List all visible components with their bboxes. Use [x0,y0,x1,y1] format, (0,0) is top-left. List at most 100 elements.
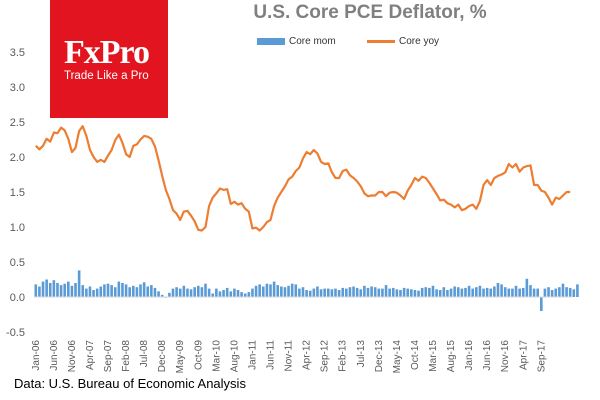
y-tick-label: -0.5 [6,327,25,339]
core-mom-bar [240,292,243,297]
core-mom-bar [395,289,399,297]
x-tick-label: Feb-13 [338,340,349,372]
core-mom-bar [511,288,514,297]
core-mom-bar [67,281,70,297]
core-mom-bar [568,287,572,297]
core-mom-bar [449,288,453,297]
x-tick-label: Jan-11 [247,340,258,370]
core-mom-bar [399,290,402,297]
core-mom-bar [45,279,48,297]
y-tick-label: 0.0 [10,292,25,304]
core-mom-bar [305,290,308,297]
core-mom-bar [189,289,193,297]
core-mom-bar [294,284,298,297]
core-mom-bar [243,293,247,297]
core-mom-bar [124,284,128,297]
core-mom-bar [312,288,316,297]
core-mom-bar [233,288,236,297]
core-mom-bar [377,288,381,297]
core-mom-bar [529,285,532,297]
core-mom-bar [475,287,478,297]
core-mom-bar [370,286,373,297]
core-mom-bar [139,284,142,297]
core-mom-bar [500,284,503,297]
core-mom-bar [521,287,525,297]
core-mom-bar [525,278,529,297]
x-tick-label: Jul-08 [139,340,150,368]
core-mom-bar [388,288,391,297]
y-tick-label: 2.0 [10,152,25,164]
core-mom-bars [34,270,579,311]
core-mom-bar [543,288,547,297]
core-mom-bar [334,288,337,297]
core-mom-bar [276,285,280,297]
core-mom-bar [464,287,467,297]
core-mom-bar [485,287,489,297]
x-tick-label: Mar-10 [211,340,222,372]
core-mom-bar [168,292,171,297]
core-mom-bar [348,287,352,297]
core-mom-bar [113,287,117,297]
core-mom-bar [518,288,521,297]
core-mom-bar [514,285,518,297]
core-mom-bar [290,283,294,297]
core-mom-bar [561,283,565,297]
y-tick-label: 0.5 [10,257,25,269]
core-mom-bar [204,283,207,297]
core-mom-bar [424,287,428,297]
core-mom-bar [48,283,52,297]
core-mom-bar [95,288,99,297]
x-tick-label: Feb-08 [121,340,132,372]
x-tick-label: Sep-07 [103,340,114,373]
x-tick-label: Jun-06 [49,340,60,371]
legend-label-mom: Core mom [289,36,336,47]
core-mom-bar [63,283,66,297]
core-mom-bar [417,290,420,297]
core-mom-bar [373,287,377,297]
core-mom-bar [446,290,449,297]
core-mom-bar [413,290,417,297]
x-tick-label: Sep-12 [320,340,331,373]
core-yoy-line [35,125,571,232]
core-mom-bar [410,289,413,297]
core-mom-bar [359,289,363,297]
fxpro-logo: FxPro Trade Like a Pro [50,0,168,118]
x-axis-ticks: Jan-06 Jun-06 Nov-06 Apr-07 Sep-07 Feb-08 Jul-… [31,340,548,374]
core-mom-bar [301,287,305,297]
y-tick-label: 3.0 [10,82,25,94]
core-mom-bar [182,285,186,297]
legend-swatch-yoy [367,40,395,43]
data-source-note: Data: U.S. Bureau of Economic Analysis [14,376,246,391]
core-mom-bar [478,285,482,297]
core-mom-bar [265,283,269,297]
core-mom-bar [222,290,225,297]
core-mom-bar [287,285,290,297]
core-mom-bar [428,287,431,297]
core-mom-bar [157,291,160,297]
core-mom-bar [52,280,56,297]
x-tick-label: May-09 [175,340,186,374]
core-mom-bar [280,286,283,297]
core-mom-bar [74,283,77,297]
core-mom-bar [218,291,222,297]
core-mom-bar [106,283,110,297]
core-mom-bar [56,283,59,297]
core-mom-bar [153,287,157,297]
core-mom-bar [99,286,103,297]
core-mom-bar [272,281,276,297]
core-mom-bar [572,289,576,297]
legend-item-core-yoy: Core yoy [367,36,439,47]
legend-item-core-mom: Core mom [257,36,336,47]
x-tick-label: Mar-15 [428,340,439,372]
core-mom-bar [460,288,464,297]
legend-label-yoy: Core yoy [399,36,440,47]
core-mom-bar [345,288,348,297]
core-mom-bar [456,287,460,297]
legend-swatch-mom [257,38,285,45]
x-tick-label: Oct-14 [410,340,421,370]
core-mom-bar [207,288,211,297]
core-mom-bar [251,288,254,297]
core-mom-bar [352,286,355,297]
core-mom-bar [117,281,121,297]
